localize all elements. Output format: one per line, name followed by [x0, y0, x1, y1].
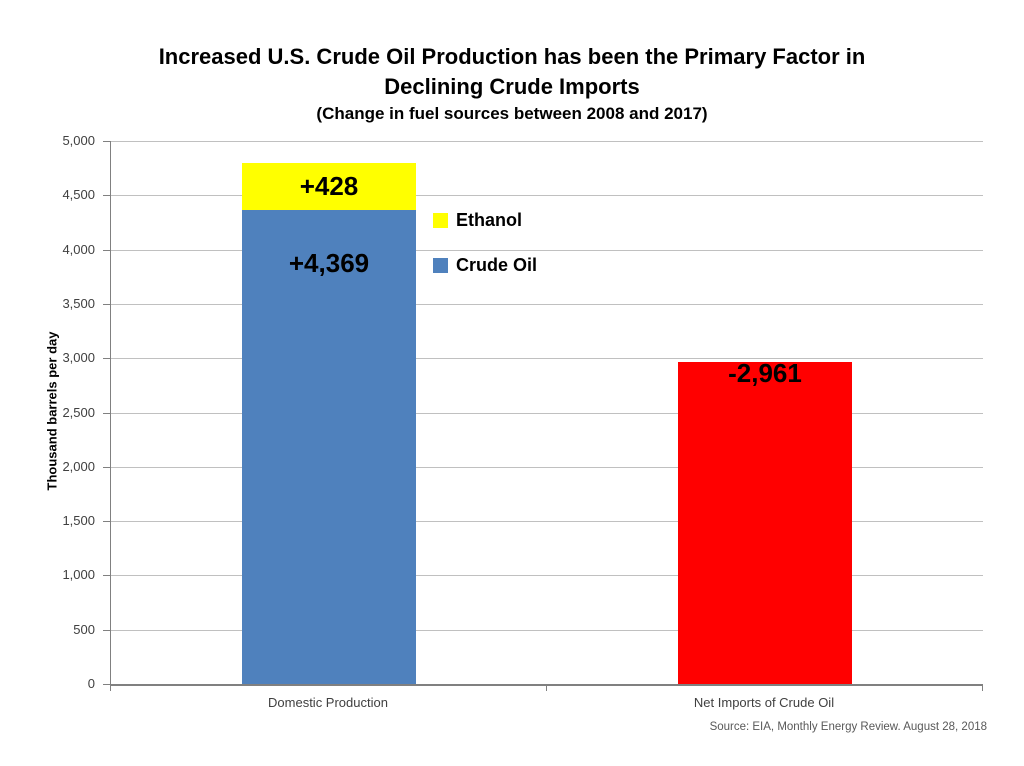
bar-value-label: +4,369 [288, 247, 370, 278]
chart-subtitle: (Change in fuel sources between 2008 and… [316, 104, 708, 123]
y-tick-label-4-500: 4,500 [62, 187, 95, 203]
x-category-label-domestic-production: Domestic Production [268, 695, 388, 710]
bar-segment-crude-oil: +4,369 [242, 209, 416, 684]
y-tick-mark-5-000 [103, 141, 110, 142]
chart-title-line-2: Declining Crude Imports [384, 74, 640, 99]
y-tick-mark-3-000 [103, 358, 110, 360]
y-tick-label-5-000: 5,000 [62, 133, 95, 148]
x-axis-category-labels: Domestic Production Net Imports of Crude … [110, 695, 982, 711]
x-tick-mark-0 [110, 686, 111, 691]
y-tick-label-1-500: 1,500 [62, 513, 95, 529]
plot-area: +4,369 +428 -2,961 [110, 141, 983, 686]
x-tick-mark-1 [546, 686, 547, 691]
chart-legend: Ethanol Crude Oil [433, 211, 537, 301]
gridline-3-000 [111, 358, 983, 360]
y-tick-label-1-000: 1,000 [62, 567, 95, 583]
chart-title-line-1: Increased U.S. Crude Oil Production has … [158, 44, 866, 69]
y-tick-label-2-000: 2,000 [62, 458, 95, 474]
gridline-500 [111, 629, 983, 631]
gridline-4-000 [111, 249, 983, 251]
y-tick-label-2-500: 2,500 [62, 404, 95, 420]
y-tick-mark-2-000 [103, 466, 110, 468]
bar-segment-ethanol: +428 [242, 163, 416, 210]
legend-swatch-ethanol [433, 212, 448, 228]
legend-row-ethanol: Ethanol [433, 211, 537, 229]
gridline-2-500 [111, 412, 983, 414]
bar-value-label: +428 [299, 171, 359, 202]
bar-domestic-production: +4,369 +428 [242, 141, 416, 684]
legend-label-crude-oil: Crude Oil [456, 255, 538, 275]
y-tick-mark-4-000 [103, 249, 110, 251]
gridline-2-000 [111, 466, 983, 468]
gridline-5-000 [111, 141, 983, 142]
gridline-1-000 [111, 575, 983, 577]
gridline-3-500 [111, 303, 983, 305]
bar-segment-crude-oil: -2,961 [678, 358, 852, 684]
y-tick-mark-1-500 [103, 521, 110, 523]
y-tick-label-0: 0 [87, 676, 95, 691]
y-tick-label-4-000: 4,000 [62, 241, 95, 257]
bar-net-imports-of-crude-oil: -2,961 [678, 141, 852, 684]
y-tick-mark-2-500 [103, 412, 110, 414]
y-tick-mark-500 [103, 629, 110, 631]
legend-swatch-crude-oil [433, 257, 448, 273]
legend-row-crude-oil: Crude Oil [433, 256, 537, 274]
legend-label-ethanol: Ethanol [456, 210, 522, 230]
y-tick-label-500: 500 [73, 621, 95, 637]
y-tick-label-3-000: 3,000 [62, 350, 95, 366]
bar-value-label: -2,961 [728, 358, 802, 389]
gridline-1-500 [111, 521, 983, 523]
y-tick-mark-3-500 [103, 303, 110, 305]
x-category-label-net-imports-of-crude-oil: Net Imports of Crude Oil [693, 695, 835, 710]
x-tick-mark-2 [982, 686, 983, 691]
y-tick-mark-1-000 [103, 575, 110, 577]
y-tick-mark-4-500 [103, 195, 110, 197]
y-tick-mark-0 [103, 684, 110, 685]
y-tick-label-3-500: 3,500 [62, 295, 95, 311]
gridline-4-500 [111, 195, 983, 197]
source-note: Source: EIA, Monthly Energy Review. Augu… [709, 721, 987, 733]
